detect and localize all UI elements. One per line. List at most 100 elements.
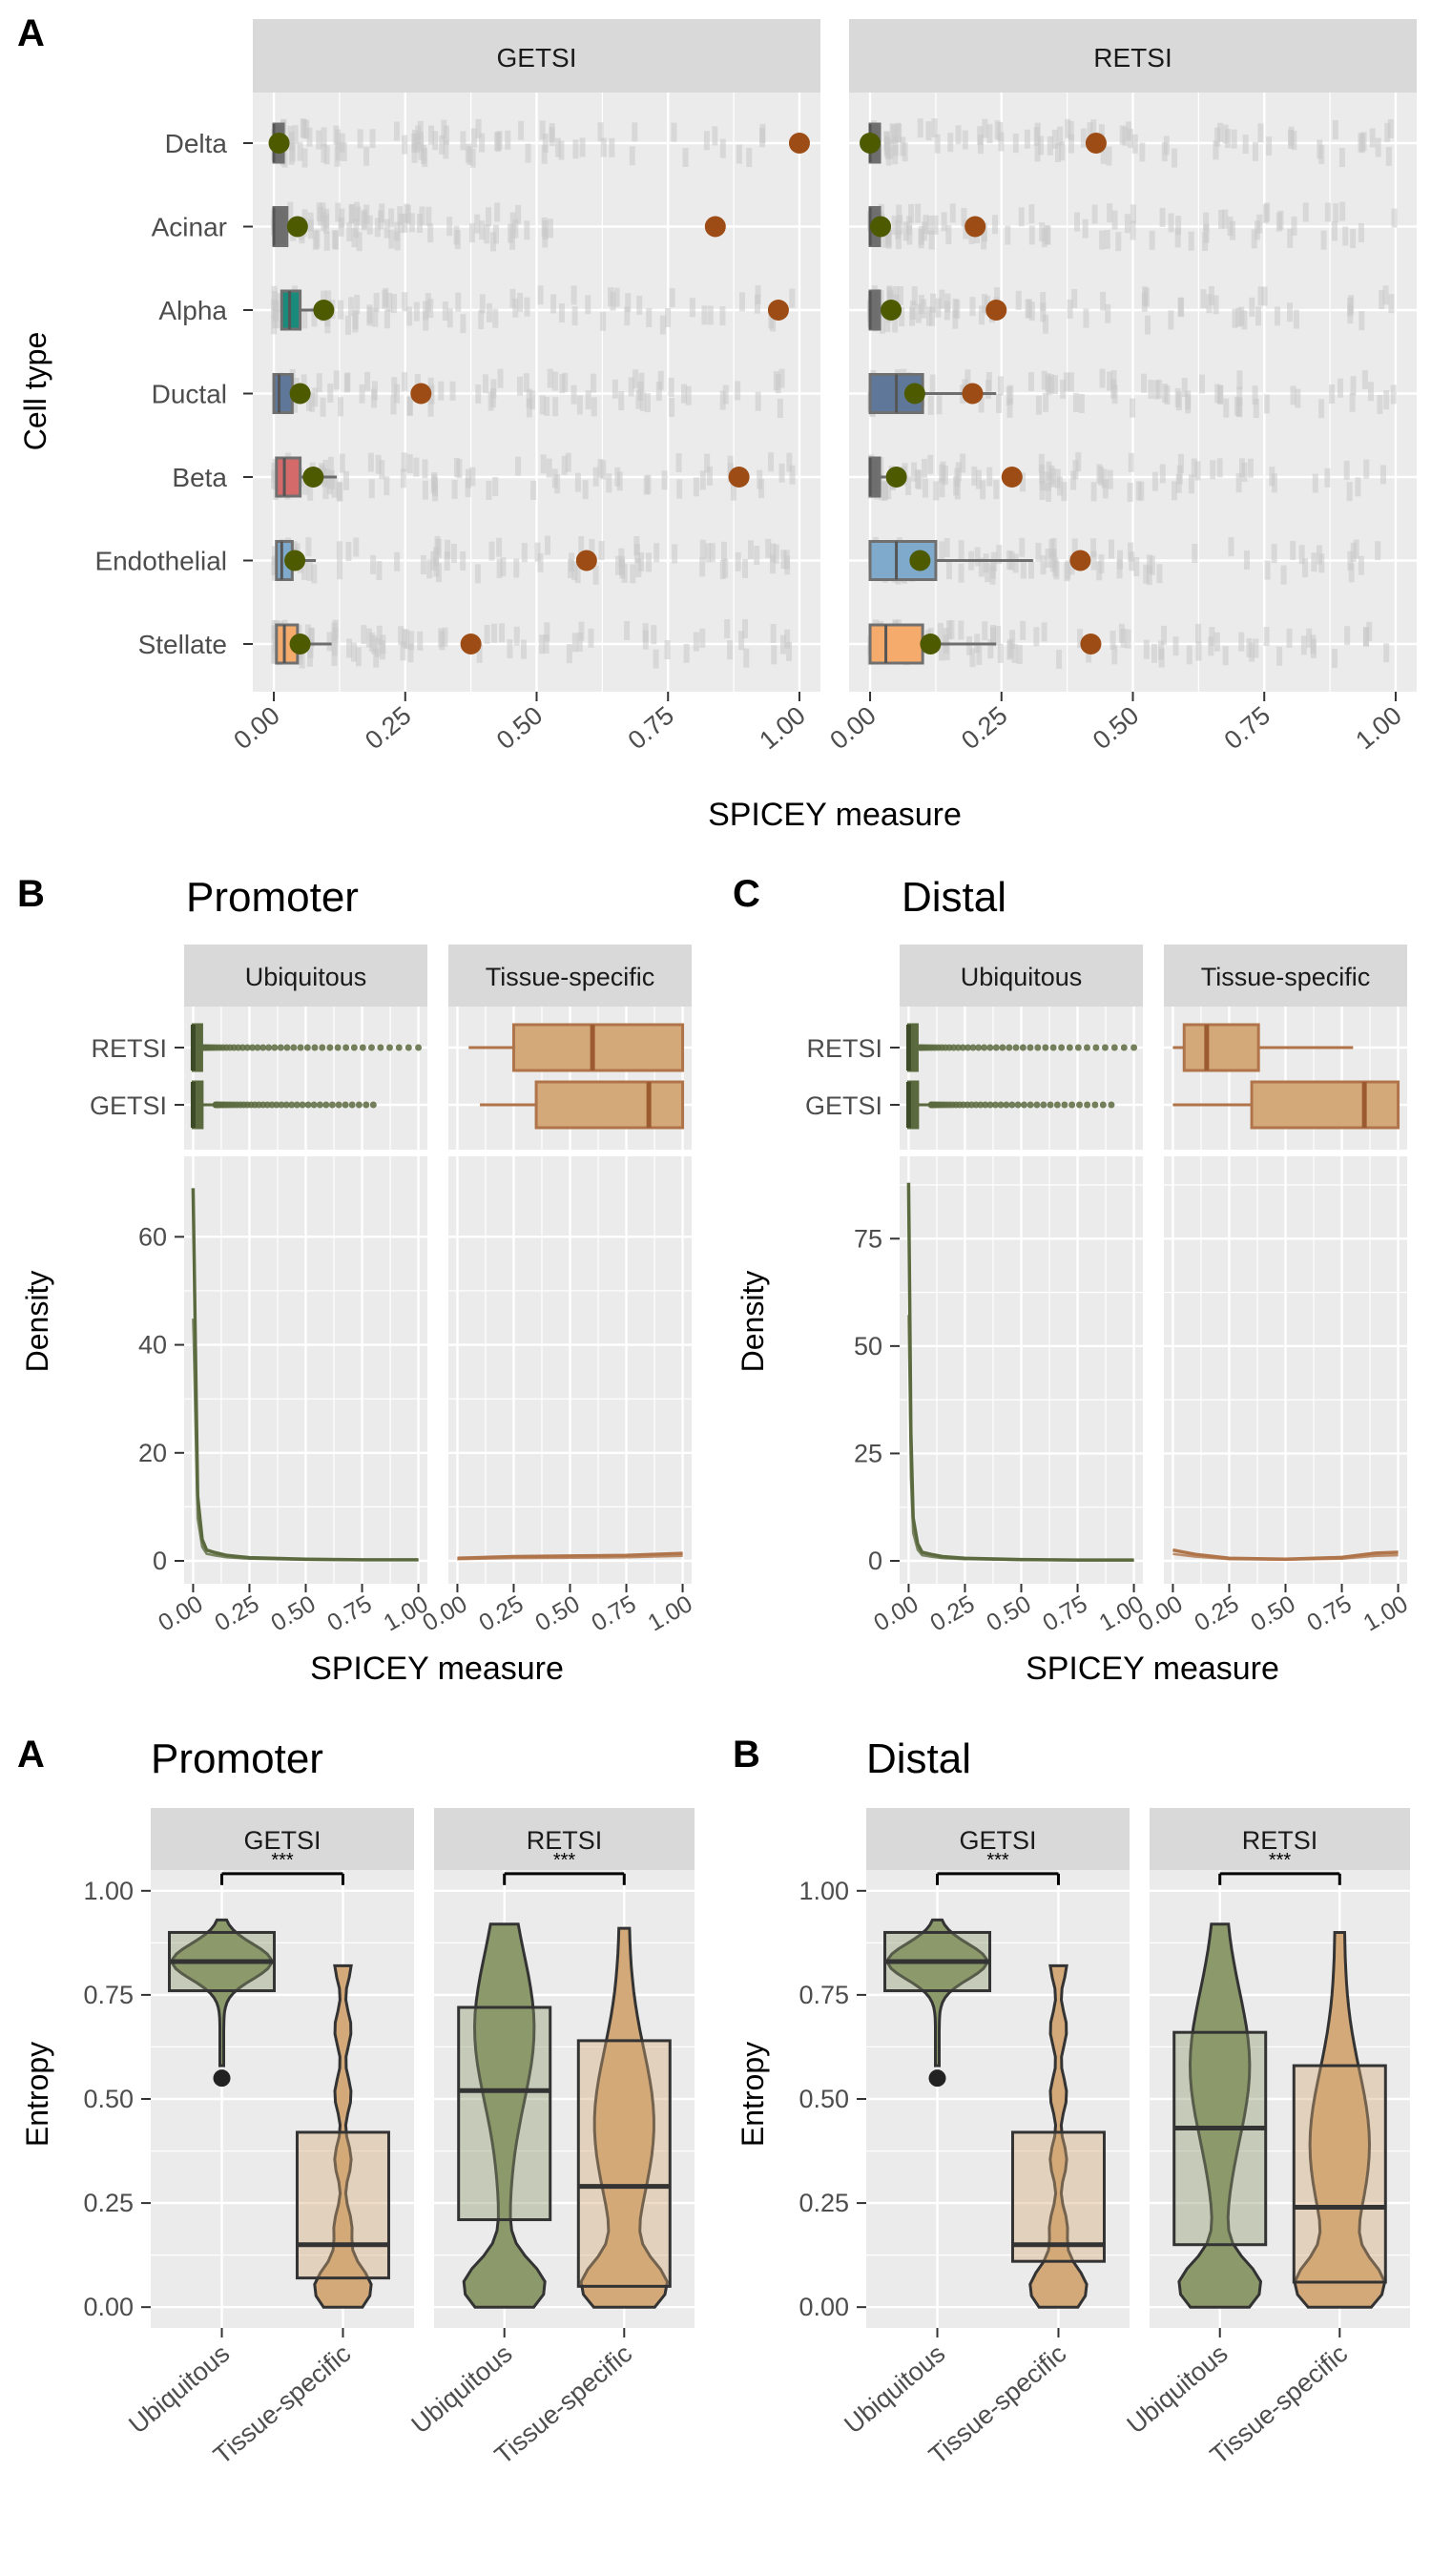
y-axis-title-bot-right: Entropy <box>736 2042 770 2147</box>
jitter-point-retsi <box>885 229 892 249</box>
jitter-point-retsi <box>1028 301 1035 322</box>
outlier-point-mid-right <box>972 1101 980 1109</box>
jitter-point-retsi <box>896 123 902 143</box>
jitter-point-retsi <box>945 225 952 245</box>
jitter-point-getsi <box>367 452 374 472</box>
jitter-point-retsi <box>1236 370 1243 390</box>
jitter-point-getsi <box>571 633 578 653</box>
jitter-point-getsi <box>741 558 748 578</box>
jitter-point-retsi <box>1291 216 1297 236</box>
jitter-point-getsi <box>653 649 659 669</box>
jitter-point-getsi <box>492 308 499 328</box>
jitter-point-retsi <box>1159 207 1166 227</box>
jitter-point-retsi <box>986 467 993 487</box>
jitter-point-retsi <box>981 294 987 314</box>
jitter-point-getsi <box>454 230 461 250</box>
jitter-point-getsi <box>475 118 482 138</box>
jitter-point-retsi <box>969 297 976 317</box>
jitter-point-getsi <box>318 206 324 226</box>
jitter-point-getsi <box>699 470 706 490</box>
jitter-point-getsi <box>719 390 726 410</box>
outlier-point-mid-left <box>350 1044 358 1051</box>
jitter-point-getsi <box>402 628 408 648</box>
x-tick-label: 0.75 <box>587 1590 640 1637</box>
jitter-point-retsi <box>994 120 1001 140</box>
jitter-point-retsi <box>944 641 950 661</box>
x-tick-label: 0.25 <box>925 1590 979 1637</box>
jitter-point-getsi <box>422 480 428 500</box>
jitter-point-retsi <box>966 635 973 655</box>
jitter-point-retsi <box>1203 223 1210 243</box>
jitter-point-getsi <box>484 224 490 244</box>
jitter-point-retsi <box>1235 398 1242 418</box>
jitter-point-retsi <box>943 627 949 647</box>
jitter-point-retsi <box>1363 459 1370 479</box>
jitter-point-retsi <box>939 289 945 309</box>
jitter-point-retsi <box>949 203 956 223</box>
jitter-point-retsi <box>954 480 961 500</box>
point-olive-retsi-stellate <box>920 634 942 654</box>
jitter-point-getsi <box>400 641 406 661</box>
jitter-point-retsi <box>1188 474 1194 494</box>
jitter-point-retsi <box>1151 471 1158 491</box>
jitter-point-getsi <box>546 458 552 478</box>
jitter-point-getsi <box>397 206 404 226</box>
jitter-point-retsi <box>892 136 899 156</box>
jitter-point-getsi <box>539 120 546 140</box>
jitter-point-retsi <box>1241 310 1248 330</box>
jitter-point-retsi <box>1027 371 1034 391</box>
jitter-point-getsi <box>384 218 390 239</box>
outlier-point-mid-right <box>1084 1101 1091 1109</box>
jitter-point-retsi <box>1159 464 1166 484</box>
jitter-point-getsi <box>406 396 413 416</box>
jitter-point-getsi <box>356 232 363 252</box>
jitter-point-getsi <box>354 295 361 315</box>
y-tick-label: 0.25 <box>83 2189 134 2217</box>
jitter-point-retsi <box>1046 376 1052 396</box>
jitter-point-getsi <box>500 557 507 577</box>
jitter-point-getsi <box>417 120 424 140</box>
jitter-point-retsi <box>1174 228 1181 248</box>
jitter-point-retsi <box>1232 308 1238 328</box>
point-brown-getsi-delta <box>788 133 810 154</box>
jitter-point-retsi <box>1347 551 1354 571</box>
jitter-point-retsi <box>1127 482 1133 502</box>
outlier-point-mid-right <box>1034 1044 1042 1051</box>
jitter-point-retsi <box>923 215 929 235</box>
box-category-label-getsi: GETSI <box>90 1091 167 1120</box>
jitter-point-retsi <box>1172 148 1178 168</box>
jitter-point-retsi <box>1329 384 1336 405</box>
jitter-point-getsi <box>371 634 378 654</box>
panel-label-mid-left: B <box>17 873 45 915</box>
significance-label: *** <box>986 1850 1009 1871</box>
jitter-point-retsi <box>1068 134 1074 154</box>
jitter-point-getsi <box>366 215 373 235</box>
jitter-point-retsi <box>1223 398 1230 418</box>
outlier-point-mid-right <box>1076 1101 1084 1109</box>
jitter-point-retsi <box>961 207 967 227</box>
facet-strip-retsi <box>849 19 1417 93</box>
x-tick-label: 0.50 <box>491 701 549 756</box>
jitter-point-getsi <box>316 130 322 150</box>
jitter-point-getsi <box>326 475 333 495</box>
jitter-point-retsi <box>1318 399 1325 419</box>
point-olive-getsi-acinar <box>286 216 308 238</box>
jitter-point-retsi <box>1195 623 1202 643</box>
jitter-point-retsi <box>1235 473 1242 493</box>
jitter-point-getsi <box>773 544 779 564</box>
jitter-point-getsi <box>755 391 761 411</box>
outlier-point-mid-right <box>1020 1101 1027 1109</box>
jitter-point-getsi <box>742 619 749 639</box>
jitter-point-getsi <box>411 143 418 163</box>
jitter-point-retsi <box>1257 286 1264 306</box>
jitter-point-getsi <box>789 465 796 485</box>
jitter-point-getsi <box>337 482 343 502</box>
x-tick-label: 0.75 <box>1219 701 1276 756</box>
jitter-point-retsi <box>1125 629 1131 649</box>
point-olive-getsi-delta <box>268 133 290 154</box>
jitter-point-retsi <box>982 118 988 138</box>
outlier-point-mid-left <box>243 1044 251 1051</box>
jitter-point-getsi <box>428 125 435 145</box>
jitter-point-getsi <box>544 535 550 555</box>
jitter-point-retsi <box>1286 628 1293 648</box>
